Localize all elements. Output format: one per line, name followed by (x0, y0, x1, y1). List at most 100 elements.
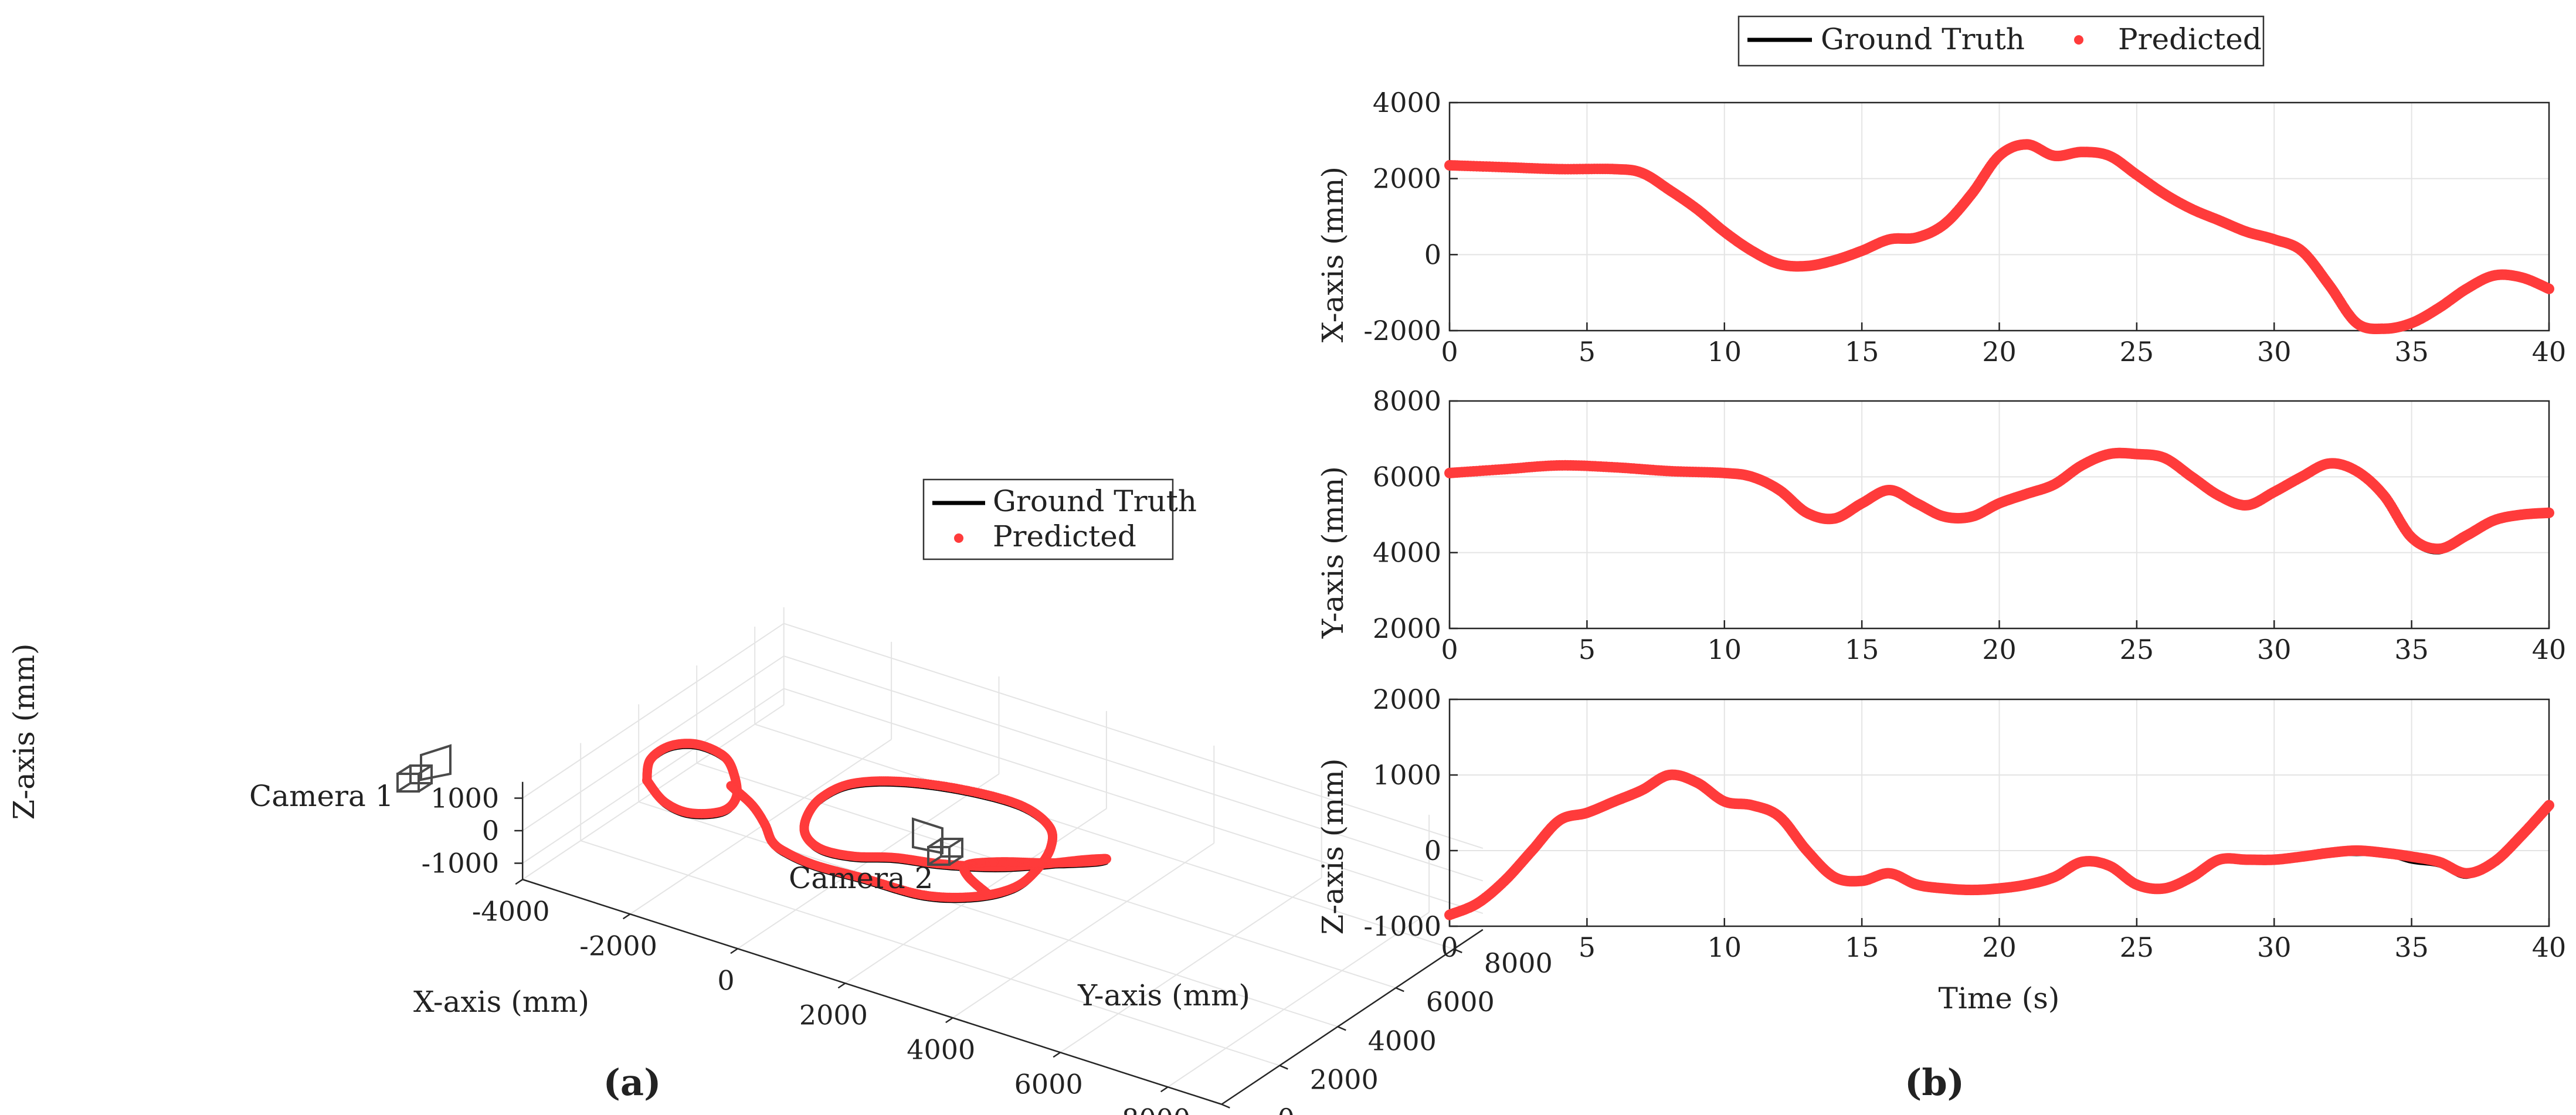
camera-edge (948, 838, 963, 848)
y-tick-label: -2000 (1363, 315, 1441, 346)
x-tick-label: 35 (2394, 634, 2429, 665)
x-tick-label: 30 (2257, 634, 2292, 665)
x-axis-line (522, 879, 1222, 1105)
legend-b-ground-truth-label: Ground Truth (1821, 22, 2025, 56)
camera-icon (912, 817, 963, 866)
camera-lens (912, 817, 943, 855)
panel-a-axes-box (521, 607, 1484, 1105)
y-tick-label: 4000 (1368, 1025, 1437, 1056)
series-predicted-points (1444, 447, 2554, 555)
x-tick-mark (1160, 1086, 1169, 1093)
panel-a-tick-labels: -4000 -2000 0 2000 4000 6000 8000 0 2000 4000 6000… (422, 783, 1553, 1115)
panel-a-ylabel: Y-axis (mm) (1077, 978, 1250, 1012)
x-tick-mark (945, 1017, 953, 1024)
z-tick-label: 0 (482, 815, 499, 847)
x-tick-label: 30 (2257, 932, 2292, 963)
legend-predicted-swatch (954, 533, 963, 543)
y-tick-label: 6000 (1373, 461, 1441, 492)
x-tick-mark (515, 879, 523, 885)
x-tick-label: 40 (2532, 932, 2567, 963)
x-tick-label: 10 (1707, 634, 1742, 665)
x-tick-label: 15 (1845, 634, 1879, 665)
y-tick-label: -1000 (1363, 910, 1441, 942)
wall-grid-z (522, 623, 1484, 849)
subplot-z-ylabel: Z-axis (mm) (1316, 758, 1350, 934)
legend-predicted-label: Predicted (993, 519, 1136, 553)
y-tick-label: 2000 (1373, 684, 1441, 715)
x-tick-label: 5 (1579, 932, 1596, 963)
x-tick-label: 30 (2257, 336, 2292, 368)
y-tick-label: 0 (1424, 239, 1441, 270)
legend-b-predicted-label: Predicted (2118, 22, 2262, 56)
floor-grid-y (754, 723, 1454, 950)
camera-2-label: Camera 2 (789, 861, 933, 895)
y-tick-mark (1337, 1026, 1346, 1031)
camera-lens (420, 744, 452, 781)
x-tick-label: 40 (2532, 634, 2567, 665)
x-tick-label: 25 (2120, 336, 2154, 368)
x-tick-label: -4000 (472, 895, 550, 927)
floor-grid-x (630, 739, 892, 915)
x-tick-label: 10 (1707, 932, 1742, 963)
y-tick-label: 4000 (1373, 537, 1441, 569)
trajectory-predicted-points (642, 739, 1111, 902)
y-tick-mark (1453, 948, 1462, 954)
y-tick-mark (1221, 1103, 1230, 1109)
camera-edge (396, 782, 412, 793)
x-tick-label: 8000 (1122, 1103, 1190, 1115)
floor-grid-x (1060, 877, 1322, 1053)
y-tick-label: 1000 (1373, 759, 1441, 791)
panel-b-label: (b) (1905, 1061, 1964, 1104)
panel-b-time-series: Ground Truth Predicted 0 5 10 15 20 25 30 35 40 -… (1316, 15, 2567, 1104)
panel-a-xlabel: X-axis (mm) (413, 985, 589, 1019)
x-tick-label: 2000 (799, 999, 868, 1031)
floor-grid-x (952, 842, 1214, 1019)
y-tick-label: 8000 (1373, 385, 1441, 417)
camera-edge (927, 838, 942, 848)
subplot-x-ylabel: X-axis (mm) (1316, 166, 1350, 342)
predicted-point (2544, 283, 2554, 294)
x-tick-label: 20 (1982, 932, 2017, 963)
panel-a-zlabel: Z-axis (mm) (7, 643, 41, 820)
panel-b-legend: Ground Truth Predicted (1737, 15, 2265, 67)
x-tick-label: 40 (2532, 336, 2567, 368)
x-tick-label: 5 (1579, 336, 1596, 368)
x-tick-label: 5 (1579, 634, 1596, 665)
floor-grid-x (1167, 912, 1430, 1088)
x-tick-label: 20 (1982, 336, 2017, 368)
x-tick-label: 0 (1441, 634, 1458, 665)
wall-grid-z (522, 688, 1484, 915)
camera-icon (396, 744, 452, 793)
panel-a-label: (a) (603, 1061, 661, 1104)
x-tick-label: 6000 (1014, 1068, 1083, 1100)
series-predicted-points (1444, 139, 2554, 334)
camera-edge (418, 782, 433, 793)
floor-grid-y (638, 801, 1338, 1028)
x-tick-label: 20 (1982, 634, 2017, 665)
predicted-point (984, 890, 994, 900)
x-tick-label: 25 (2120, 634, 2154, 665)
camera-edge (927, 855, 942, 866)
x-tick-label: 10 (1707, 336, 1742, 368)
wall-grid-z (522, 655, 1484, 882)
camera-edge (396, 764, 412, 775)
x-tick-label: 0 (1441, 336, 1458, 368)
panel-a-cameras (396, 744, 963, 866)
camera-1-label: Camera 1 (249, 779, 393, 813)
x-tick-label: 35 (2394, 932, 2429, 963)
y-tick-label: 6000 (1426, 986, 1495, 1018)
x-tick-mark (622, 913, 631, 920)
x-tick-mark (837, 983, 846, 989)
y-tick-mark (1279, 1065, 1288, 1070)
y-tick-label: 2000 (1310, 1064, 1379, 1096)
x-tick-label: 15 (1845, 932, 1879, 963)
x-tick-mark (1053, 1052, 1061, 1058)
y-tick-label: 0 (1278, 1103, 1295, 1115)
panel-a-legend: Ground Truth Predicted (922, 478, 1197, 560)
y-tick-label: 8000 (1484, 947, 1553, 979)
x-tick-mark (730, 948, 738, 954)
x-tick-label: 15 (1845, 336, 1879, 368)
